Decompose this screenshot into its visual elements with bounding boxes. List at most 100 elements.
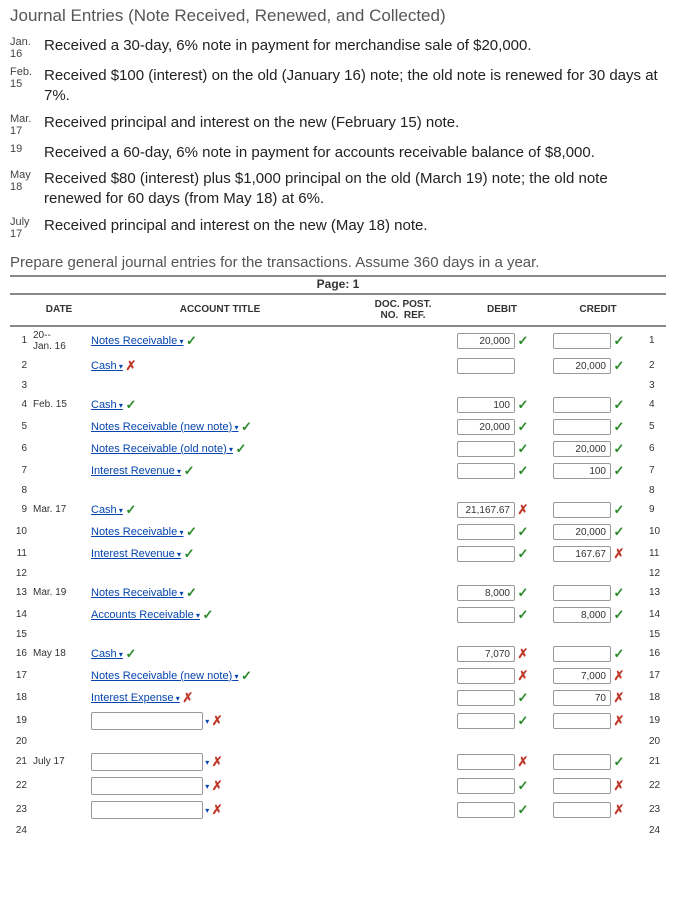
entry-text: Received a 30-day, 6% note in payment fo… (44, 36, 666, 60)
debit-input[interactable] (457, 802, 515, 818)
account-select[interactable]: Notes Receivable (new note) (91, 421, 239, 433)
account-cell: Notes Receivable (new note)✓ (88, 416, 352, 438)
check-icon: ✓ (517, 397, 529, 413)
credit-input[interactable] (553, 502, 611, 518)
debit-cell: ✓ (454, 604, 550, 626)
credit-input[interactable] (553, 778, 611, 794)
account-select[interactable]: Interest Revenue (91, 548, 181, 560)
debit-input[interactable]: 100 (457, 397, 515, 413)
account-cell (88, 565, 352, 582)
row-number-right: 3 (646, 377, 666, 394)
row-number-right: 2 (646, 355, 666, 377)
journal-row: 4Feb. 15Cash✓100✓✓4 (10, 394, 666, 416)
dropdown-icon[interactable] (203, 780, 209, 792)
account-cell: Accounts Receivable✓ (88, 604, 352, 626)
dropdown-icon[interactable] (203, 804, 209, 816)
journal-row: 5Notes Receivable (new note)✓20,000✓✓5 (10, 416, 666, 438)
account-select[interactable]: Notes Receivable (91, 335, 183, 347)
x-icon: ✗ (211, 802, 223, 818)
debit-input[interactable] (457, 524, 515, 540)
debit-input[interactable]: 7,070 (457, 646, 515, 662)
credit-input[interactable]: 100 (553, 463, 611, 479)
credit-cell: ✓ (550, 499, 646, 521)
doc-post-cell (352, 626, 454, 643)
debit-input[interactable]: 8,000 (457, 585, 515, 601)
check-icon: ✓ (517, 463, 529, 479)
row-date (30, 687, 88, 709)
row-date (30, 604, 88, 626)
row-date: May 18 (30, 643, 88, 665)
debit-input[interactable] (457, 441, 515, 457)
account-select[interactable]: Interest Expense (91, 692, 180, 704)
credit-input[interactable]: 167.67 (553, 546, 611, 562)
debit-input[interactable] (457, 358, 515, 374)
dropdown-icon[interactable] (203, 715, 209, 727)
debit-input[interactable]: 20,000 (457, 333, 515, 349)
account-cell: Notes Receivable✓ (88, 521, 352, 543)
account-select[interactable]: Notes Receivable (91, 587, 183, 599)
dropdown-icon[interactable] (203, 756, 209, 768)
check-icon: ✓ (517, 802, 529, 818)
row-number: 15 (10, 626, 30, 643)
account-select[interactable]: Notes Receivable (old note) (91, 443, 233, 455)
account-select[interactable]: Interest Revenue (91, 465, 181, 477)
debit-input[interactable] (457, 713, 515, 729)
account-select[interactable]: Cash (91, 648, 123, 660)
page-number-label: Page: 1 (10, 277, 666, 291)
credit-input[interactable]: 70 (553, 690, 611, 706)
account-select[interactable] (91, 801, 203, 819)
row-date (30, 822, 88, 839)
credit-input[interactable]: 20,000 (553, 524, 611, 540)
check-icon: ✓ (613, 524, 625, 540)
credit-input[interactable] (553, 713, 611, 729)
row-date: Feb. 15 (30, 394, 88, 416)
credit-input[interactable] (553, 802, 611, 818)
credit-input[interactable]: 7,000 (553, 668, 611, 684)
account-select[interactable] (91, 753, 203, 771)
check-icon: ✓ (125, 502, 137, 518)
account-cell (88, 482, 352, 499)
credit-input[interactable]: 20,000 (553, 441, 611, 457)
debit-input[interactable] (457, 690, 515, 706)
account-select[interactable]: Notes Receivable (91, 526, 183, 538)
x-icon: ✗ (211, 778, 223, 794)
x-icon: ✗ (613, 802, 625, 818)
account-select[interactable]: Cash (91, 399, 123, 411)
row-number-right: 13 (646, 582, 666, 604)
credit-input[interactable] (553, 646, 611, 662)
credit-input[interactable] (553, 585, 611, 601)
row-date (30, 543, 88, 565)
credit-input[interactable]: 20,000 (553, 358, 611, 374)
account-select[interactable]: Notes Receivable (new note) (91, 670, 239, 682)
account-select[interactable] (91, 712, 203, 730)
debit-input[interactable]: 20,000 (457, 419, 515, 435)
debit-input[interactable] (457, 546, 515, 562)
credit-input[interactable] (553, 333, 611, 349)
journal-row: 10Notes Receivable✓✓20,000✓10 (10, 521, 666, 543)
account-cell (88, 822, 352, 839)
doc-post-cell (352, 750, 454, 774)
debit-input[interactable]: 21,167.67 (457, 502, 515, 518)
check-icon: ✓ (613, 463, 625, 479)
row-number-right: 8 (646, 482, 666, 499)
debit-input[interactable] (457, 778, 515, 794)
doc-post-cell (352, 774, 454, 798)
row-number-right: 19 (646, 709, 666, 733)
debit-input[interactable] (457, 754, 515, 770)
credit-input[interactable]: 8,000 (553, 607, 611, 623)
credit-input[interactable] (553, 754, 611, 770)
row-date (30, 709, 88, 733)
doc-post-cell (352, 643, 454, 665)
row-date (30, 438, 88, 460)
debit-cell: 7,070✗ (454, 643, 550, 665)
debit-input[interactable] (457, 668, 515, 684)
debit-input[interactable] (457, 463, 515, 479)
doc-post-cell (352, 377, 454, 394)
account-select[interactable]: Cash (91, 360, 123, 372)
account-select[interactable]: Accounts Receivable (91, 609, 200, 621)
account-select[interactable]: Cash (91, 504, 123, 516)
credit-input[interactable] (553, 397, 611, 413)
account-select[interactable] (91, 777, 203, 795)
credit-input[interactable] (553, 419, 611, 435)
debit-input[interactable] (457, 607, 515, 623)
